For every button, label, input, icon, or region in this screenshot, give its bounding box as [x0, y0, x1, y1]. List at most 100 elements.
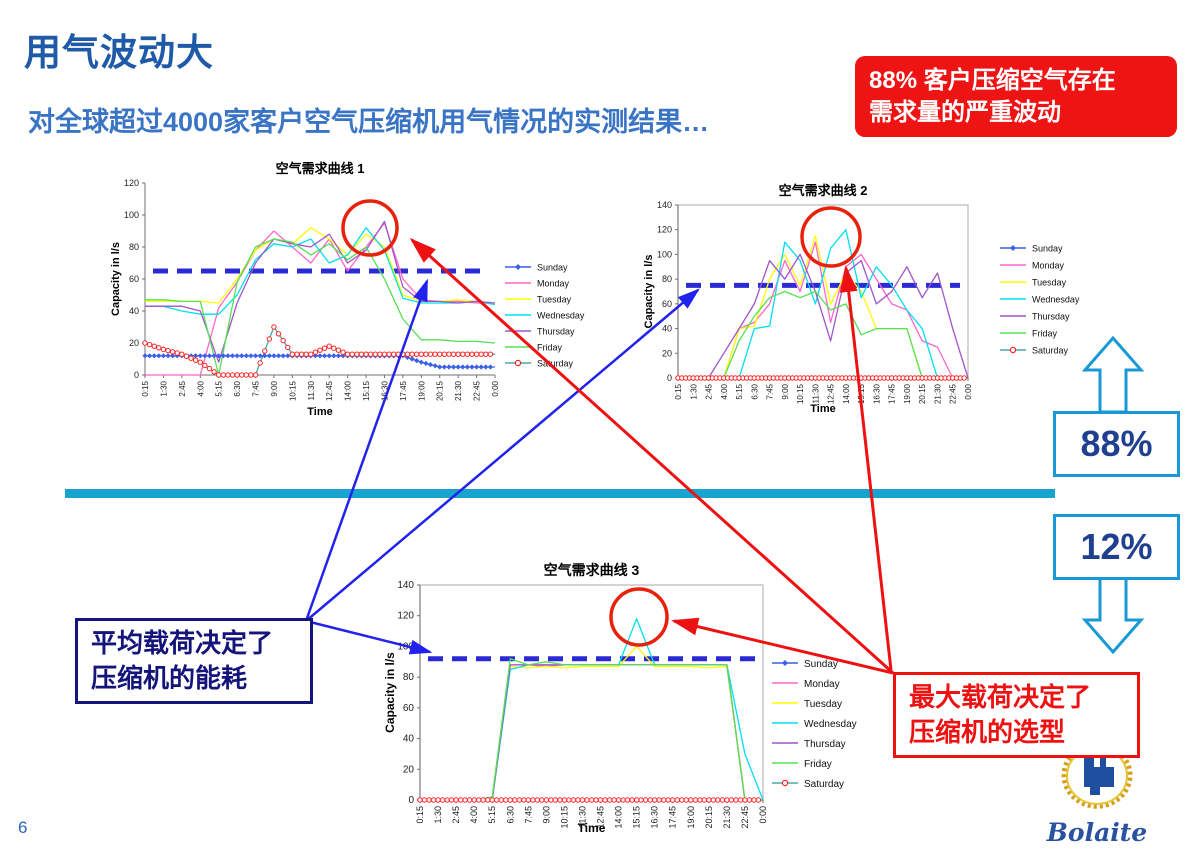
svg-text:6:30: 6:30: [505, 806, 515, 824]
svg-text:6:30: 6:30: [233, 380, 242, 396]
svg-text:120: 120: [124, 178, 139, 188]
svg-text:19:00: 19:00: [686, 806, 696, 829]
svg-text:Thursday: Thursday: [537, 326, 575, 336]
svg-text:10:15: 10:15: [796, 383, 805, 404]
svg-text:0:15: 0:15: [141, 380, 150, 396]
svg-text:2:45: 2:45: [705, 383, 714, 399]
callout-88-percent: 88% 客户压缩空气存在 需求量的严重波动: [855, 56, 1177, 138]
svg-text:Capacity in l/s: Capacity in l/s: [385, 652, 397, 733]
svg-text:空气需求曲线 1: 空气需求曲线 1: [276, 161, 365, 176]
svg-text:7:45: 7:45: [766, 383, 775, 399]
svg-text:14:00: 14:00: [842, 383, 851, 404]
svg-text:15:15: 15:15: [632, 806, 642, 829]
svg-text:0: 0: [134, 370, 139, 380]
svg-text:80: 80: [129, 242, 139, 252]
percent-box-88: 88%: [1053, 411, 1180, 477]
page-title: 用气波动大: [24, 32, 214, 73]
svg-text:10:15: 10:15: [559, 806, 569, 829]
svg-text:Sunday: Sunday: [804, 659, 838, 670]
svg-text:Thursday: Thursday: [804, 739, 846, 750]
avg-load-box: 平均载荷决定了 压缩机的能耗: [75, 618, 313, 705]
svg-text:2:45: 2:45: [178, 380, 187, 396]
svg-text:12:45: 12:45: [596, 806, 606, 829]
svg-text:16:30: 16:30: [380, 380, 389, 401]
svg-text:12:45: 12:45: [827, 383, 836, 404]
page-number: 6: [18, 818, 28, 837]
svg-text:17:45: 17:45: [888, 383, 897, 404]
svg-text:5:15: 5:15: [215, 380, 224, 396]
svg-text:120: 120: [657, 225, 672, 235]
svg-text:40: 40: [129, 306, 139, 316]
svg-text:80: 80: [403, 672, 415, 683]
svg-text:21:30: 21:30: [722, 806, 732, 829]
svg-text:2:45: 2:45: [451, 806, 461, 824]
svg-text:7:45: 7:45: [523, 806, 533, 824]
svg-text:17:45: 17:45: [668, 806, 678, 829]
svg-text:40: 40: [403, 734, 415, 745]
max-load-line-1: 最大载荷决定了: [909, 682, 1092, 712]
svg-text:20: 20: [129, 338, 139, 348]
svg-text:1:30: 1:30: [159, 380, 168, 396]
laurel-wreath-icon: [1061, 749, 1133, 809]
svg-text:Time: Time: [578, 821, 606, 835]
svg-text:Thursday: Thursday: [1032, 311, 1070, 321]
svg-text:1:30: 1:30: [433, 806, 443, 824]
percent-arrows: [1081, 335, 1145, 655]
up-arrow-icon: [1081, 335, 1145, 414]
svg-text:Saturday: Saturday: [1032, 345, 1069, 355]
svg-text:21:30: 21:30: [933, 383, 942, 404]
svg-text:100: 100: [657, 249, 672, 259]
svg-text:9:00: 9:00: [270, 380, 279, 396]
svg-text:60: 60: [403, 703, 415, 714]
svg-text:Wednesday: Wednesday: [1032, 294, 1080, 304]
svg-text:11:30: 11:30: [811, 383, 820, 403]
chart-air-demand-curve-1: 空气需求曲线 1 0 20 40 60 80 100 120 0:15 1:30 2:45 4:00 5…: [100, 160, 600, 435]
svg-text:Tuesday: Tuesday: [537, 294, 572, 304]
svg-text:0:15: 0:15: [674, 383, 683, 399]
down-arrow-icon: [1081, 576, 1145, 655]
svg-text:Monday: Monday: [537, 278, 570, 288]
percent-box-12: 12%: [1053, 514, 1180, 580]
svg-text:100: 100: [397, 641, 414, 652]
svg-text:Friday: Friday: [1032, 328, 1058, 338]
svg-text:11:30: 11:30: [307, 380, 316, 400]
svg-text:16:30: 16:30: [650, 806, 660, 829]
svg-text:17:45: 17:45: [399, 380, 408, 401]
svg-text:0: 0: [408, 795, 414, 806]
svg-text:Time: Time: [307, 406, 332, 418]
svg-text:140: 140: [657, 200, 672, 210]
svg-text:14:00: 14:00: [614, 806, 624, 829]
page-subtitle: 对全球超过4000家客户空气压缩机用气情况的实测结果…: [28, 107, 710, 137]
svg-text:空气需求曲线 2: 空气需求曲线 2: [779, 183, 868, 198]
svg-text:4:00: 4:00: [196, 380, 205, 396]
svg-text:Sunday: Sunday: [537, 262, 568, 272]
bolaite-logo: Bolaite: [1032, 745, 1162, 850]
svg-text:100: 100: [124, 210, 139, 220]
svg-text:60: 60: [662, 299, 672, 309]
svg-text:Wednesday: Wednesday: [804, 719, 857, 730]
svg-text:40: 40: [662, 324, 672, 334]
svg-text:Sunday: Sunday: [1032, 243, 1063, 253]
logo-emblem: [1084, 749, 1114, 795]
svg-text:6:30: 6:30: [750, 383, 759, 399]
svg-text:10:15: 10:15: [288, 380, 297, 401]
svg-text:15:15: 15:15: [362, 380, 371, 401]
svg-text:7:45: 7:45: [252, 380, 261, 396]
svg-text:5:15: 5:15: [487, 806, 497, 824]
svg-text:20: 20: [662, 348, 672, 358]
svg-text:Tuesday: Tuesday: [1032, 277, 1067, 287]
svg-text:16:30: 16:30: [872, 383, 881, 404]
svg-text:Capacity in l/s: Capacity in l/s: [110, 242, 122, 316]
svg-text:20:15: 20:15: [918, 383, 927, 404]
avg-load-line-2: 压缩机的能耗: [91, 663, 248, 694]
svg-text:21:30: 21:30: [454, 380, 463, 401]
svg-text:4:00: 4:00: [469, 806, 479, 824]
svg-text:空气需求曲线 3: 空气需求曲线 3: [544, 562, 640, 578]
svg-text:20:15: 20:15: [436, 380, 445, 401]
svg-text:0:00: 0:00: [491, 380, 500, 396]
svg-text:12:45: 12:45: [325, 380, 334, 401]
svg-text:0:00: 0:00: [758, 806, 768, 824]
svg-text:Saturday: Saturday: [804, 779, 844, 790]
svg-text:Friday: Friday: [804, 759, 832, 770]
svg-text:0: 0: [667, 373, 672, 383]
